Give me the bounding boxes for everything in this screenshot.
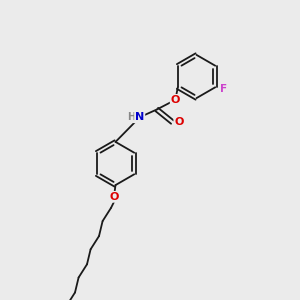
Text: H: H (128, 112, 136, 122)
Text: F: F (220, 84, 227, 94)
Text: N: N (135, 112, 144, 122)
Text: O: O (174, 116, 184, 127)
Text: O: O (109, 192, 119, 202)
Text: O: O (171, 95, 180, 105)
